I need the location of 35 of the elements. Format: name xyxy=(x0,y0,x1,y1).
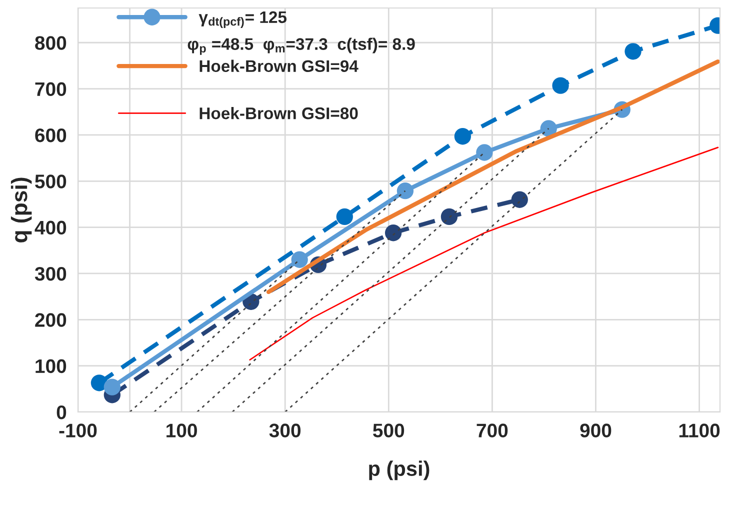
y-tick-label: 800 xyxy=(35,36,66,50)
x-tick-label: 300 xyxy=(269,424,301,438)
x-tick-label: 500 xyxy=(373,424,404,438)
y-tick-label: 200 xyxy=(35,313,66,327)
x-tick-label: 1100 xyxy=(679,424,720,438)
point xyxy=(540,120,557,137)
y-tick-label: 500 xyxy=(35,174,66,188)
point xyxy=(336,208,353,226)
y-tick-label: 700 xyxy=(35,82,66,96)
point xyxy=(552,77,569,94)
x-tick-label: 100 xyxy=(166,424,197,438)
legend-label: Hoek-Brown GSI=80 xyxy=(200,106,358,120)
y-tick-label: 600 xyxy=(35,128,66,142)
legend-label: γ$_{dt(pcf)}$= 125 xyxy=(198,11,287,28)
x-tick-label: 700 xyxy=(476,424,508,438)
point xyxy=(454,128,472,145)
line-series xyxy=(249,146,719,361)
point xyxy=(624,43,642,60)
y-tick-label: 400 xyxy=(34,220,66,235)
x-axis-title: p (psi) xyxy=(369,460,430,480)
y-tick-label: 300 xyxy=(34,266,66,281)
x-tick-label: 900 xyxy=(580,424,612,438)
point xyxy=(440,208,458,226)
point xyxy=(396,182,414,200)
point xyxy=(384,224,402,242)
legend-label: Hoek-Brown GSI=94 xyxy=(200,60,358,72)
point xyxy=(476,144,493,161)
point xyxy=(291,251,308,268)
y-tick-label: 0 xyxy=(56,405,66,420)
point xyxy=(511,191,528,208)
y-tick-label: 100 xyxy=(36,359,66,374)
point xyxy=(104,378,121,396)
annotation: φ$_{p}$ =48.5 φ$_{m}$=37.3 c(tsf)= 8.9 xyxy=(188,38,415,55)
y-axis-title: q (psi) xyxy=(10,178,32,242)
x-tick-label: -100 xyxy=(59,424,97,438)
